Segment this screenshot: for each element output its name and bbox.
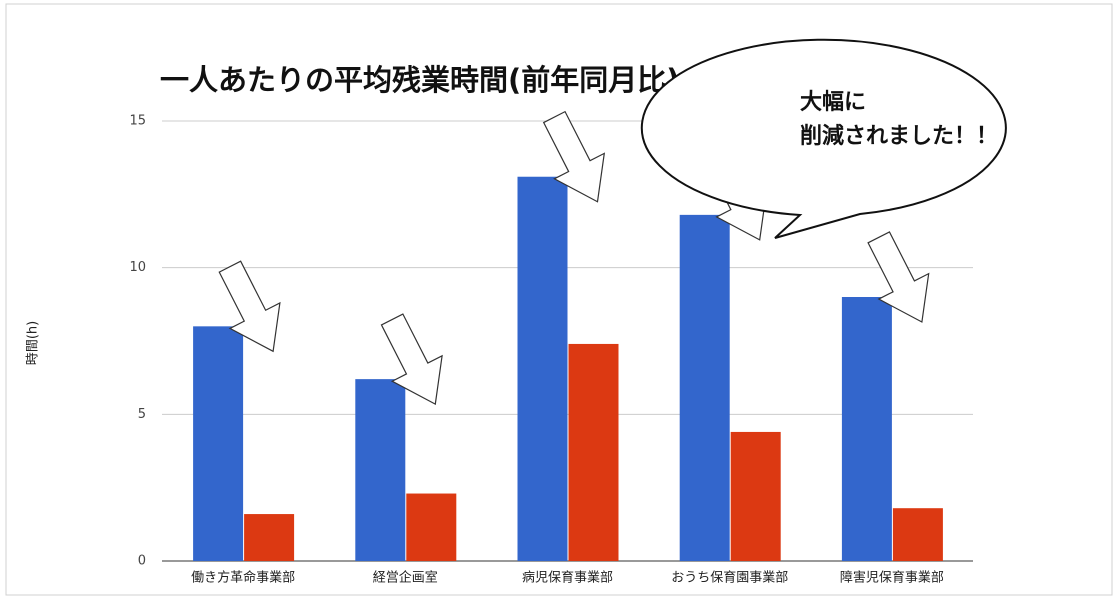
bar (841, 297, 892, 561)
arrow (218, 260, 281, 353)
bar (406, 493, 457, 561)
arrow (542, 110, 606, 203)
x-tick-label: 病児保育事業部 (522, 570, 613, 586)
y-tick-label: 10 (129, 260, 146, 275)
x-tick-label: 障害児保育事業部 (840, 570, 944, 586)
y-axis-label: 時間(h) (26, 321, 41, 365)
chart-title: 一人あたりの平均残業時間(前年同月比) (160, 63, 680, 97)
annotation-line: 削減されました！！ (800, 124, 998, 149)
arrow (380, 313, 443, 406)
x-tick-label: 働き方革命事業部 (191, 570, 295, 586)
arrow (867, 231, 930, 323)
bar (193, 326, 244, 561)
bar (892, 508, 943, 561)
bar (679, 214, 730, 561)
plot-area: 0 5 10 15 働き方革命事業部 経営企画室 病児保育事業部 おうち保育園事業部 障害児保育… (129, 114, 973, 586)
y-tick-label: 0 (138, 554, 146, 569)
bar (568, 343, 619, 561)
bar (244, 514, 295, 561)
speech-bubble (640, 38, 1007, 239)
x-tick-label: おうち保育園事業部 (671, 570, 788, 586)
x-tick-label: 経営企画室 (373, 570, 438, 586)
y-tick-label: 15 (129, 114, 146, 129)
y-tick-label: 5 (138, 407, 146, 422)
bar (517, 176, 568, 561)
annotation-line: 大幅に (800, 90, 866, 115)
bar (355, 379, 406, 561)
bar (730, 431, 781, 561)
